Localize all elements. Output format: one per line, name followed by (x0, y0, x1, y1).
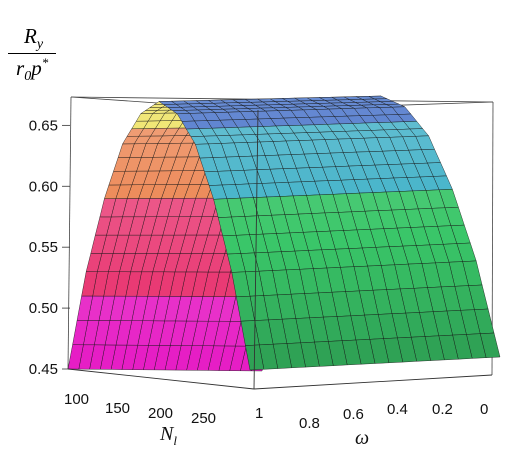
x-tick-label-0: 100 (64, 391, 89, 408)
x-tick-label-3: 250 (191, 410, 216, 427)
box-edge-front-1 (253, 374, 493, 390)
y-tick-label-0: 1 (255, 405, 263, 422)
z-tick-label-0: 0.45 (29, 361, 58, 378)
y-tick-label-2: 0.6 (343, 406, 364, 423)
surface-mesh (67, 95, 501, 372)
y-axis-label: ω (355, 427, 369, 449)
x-axis-label: Nl (159, 423, 177, 448)
box-edge-back-1 (67, 96, 72, 370)
y-tick-label-3: 0.4 (387, 401, 408, 418)
z-tick-label-2: 0.55 (29, 239, 58, 256)
z-tick-label-3: 0.60 (29, 178, 58, 195)
bounding-box-front (67, 109, 493, 390)
z-tick-label-1: 0.50 (29, 300, 58, 317)
box-edge-front-2 (253, 109, 259, 390)
z-axis-label: Ry r0p* (2, 22, 78, 84)
box-edge-front-0 (67, 368, 255, 390)
y-tick-label-4: 0.2 (432, 401, 453, 418)
z-tick-label-4: 0.65 (29, 117, 58, 134)
x-tick-label-1: 150 (105, 400, 130, 417)
y-tick-label-5: 0 (480, 401, 488, 418)
x-tick-label-2: 200 (148, 405, 173, 422)
y-tick-label-1: 0.8 (299, 415, 320, 432)
